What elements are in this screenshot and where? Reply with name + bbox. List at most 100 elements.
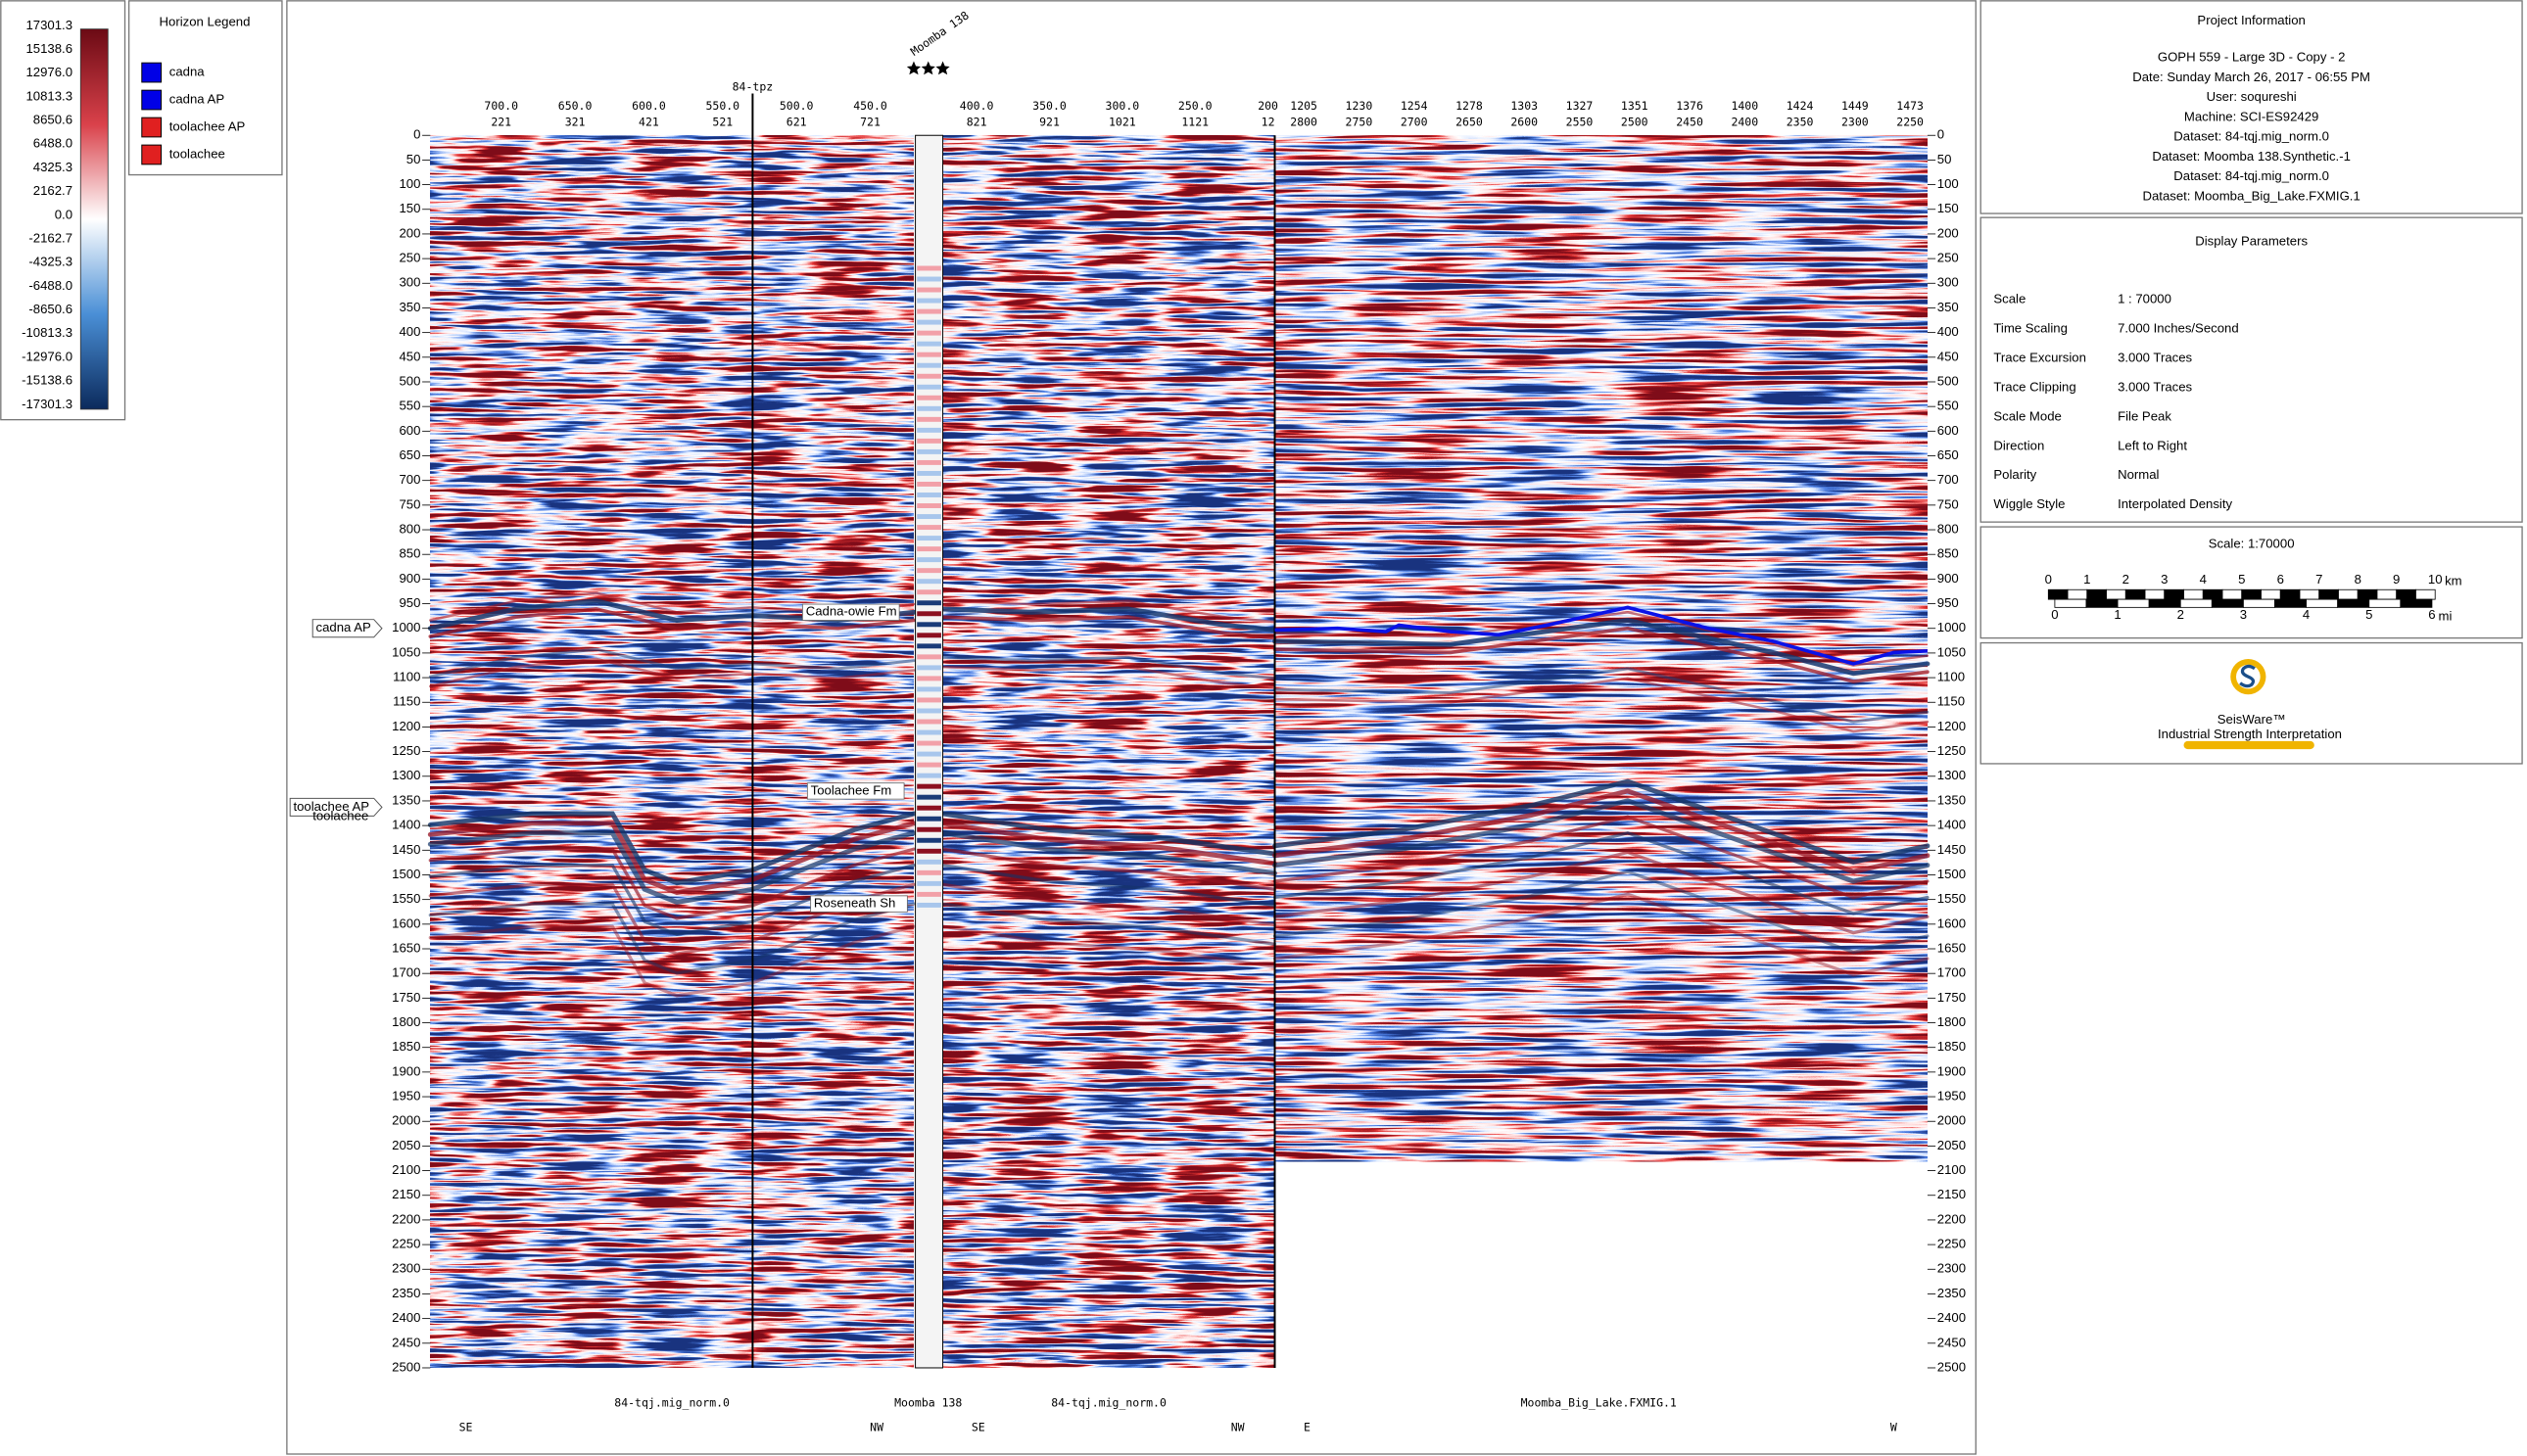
- synthetic-band: [917, 654, 941, 660]
- synthetic-band: [917, 676, 941, 681]
- synthetic-band: [917, 503, 941, 508]
- scale-label: 3: [2161, 572, 2168, 587]
- time-label: 900: [399, 571, 420, 586]
- scale-label: 4: [2303, 607, 2310, 622]
- info-line: Dataset: Moomba 138.Synthetic.-1: [2152, 149, 2351, 164]
- time-label: 250: [1937, 251, 1959, 265]
- time-label: 450: [399, 349, 420, 363]
- time-label: 2450: [1937, 1335, 1966, 1349]
- time-label: 650: [1937, 447, 1959, 462]
- time-label: 800: [399, 522, 420, 537]
- seismic-panel: [1274, 135, 1928, 1162]
- scale-bar-mi: [2211, 598, 2244, 608]
- synthetic-band: [917, 589, 941, 595]
- trace-header: 1424: [1787, 99, 1814, 113]
- param-value: Normal: [2118, 467, 2159, 482]
- time-label: 800: [1937, 522, 1959, 537]
- formation-label: Toolachee Fm: [811, 782, 892, 797]
- time-label: 350: [399, 300, 420, 314]
- trace-header: 1230: [1346, 99, 1373, 113]
- time-label: 1800: [1937, 1014, 1966, 1029]
- scale-label: 3: [2240, 607, 2247, 622]
- time-label: 1600: [392, 916, 420, 930]
- time-label: 1700: [392, 965, 420, 980]
- reflector: [940, 924, 1277, 968]
- trace-header: 1449: [1841, 99, 1869, 113]
- time-label: 400: [1937, 324, 1959, 339]
- trace-header: 250.0: [1178, 99, 1213, 113]
- scale-bar-km: [2067, 588, 2088, 600]
- colorbar-label: -10813.3: [22, 325, 72, 340]
- time-label: 700: [1937, 472, 1959, 487]
- reflector: [1272, 815, 1930, 900]
- synthetic-band: [917, 740, 941, 746]
- horizon-tag-label: toolachee: [312, 809, 368, 823]
- time-label: 2500: [392, 1359, 420, 1374]
- time-label: 2300: [392, 1261, 420, 1276]
- scale-bar-mi: [2242, 598, 2275, 608]
- scale-label: 8: [2355, 572, 2361, 587]
- param-name: Trace Excursion: [1993, 350, 2086, 364]
- info-line: GOPH 559 - Large 3D - Copy - 2: [2158, 50, 2346, 65]
- project-info-panel: [1979, 0, 2523, 214]
- logo-name: SeisWare™: [2217, 712, 2286, 727]
- reflector: [428, 847, 916, 920]
- scale-bar-km: [2047, 588, 2069, 600]
- well-markers: [906, 61, 950, 75]
- reflector: [940, 863, 1277, 908]
- time-label: 1450: [1937, 842, 1966, 857]
- info-line: Dataset: 84-tqj.mig_norm.0: [2173, 168, 2329, 183]
- time-label: 300: [399, 275, 420, 290]
- time-label: 50: [1937, 152, 1952, 166]
- horizon-tag: [311, 619, 383, 638]
- trace-header: 2300: [1841, 116, 1869, 129]
- synthetic-band: [917, 298, 941, 304]
- reflector: [1272, 869, 1930, 955]
- scale-label: 6: [2277, 572, 2284, 587]
- scale-bar-mi: [2337, 598, 2370, 608]
- time-label: 1400: [392, 818, 420, 832]
- synthetic-band: [917, 373, 941, 379]
- synthetic-band: [917, 902, 941, 908]
- time-label: 900: [1937, 571, 1959, 586]
- well-top-label: 84-tpz: [733, 79, 774, 93]
- direction-label: NW: [870, 1420, 883, 1433]
- time-label: 0: [1937, 127, 1944, 142]
- scale-label: 0: [2051, 607, 2058, 622]
- synthetic-band: [917, 448, 941, 454]
- time-label: 300: [1937, 275, 1959, 290]
- scale-label: 9: [2393, 572, 2400, 587]
- time-label: 2050: [1937, 1138, 1966, 1152]
- scale-bar-mi: [2179, 598, 2213, 608]
- scale-label: 6: [2428, 607, 2435, 622]
- reflector: [1272, 617, 1931, 677]
- time-label: 500: [1937, 373, 1959, 388]
- trace-header: 200: [1258, 99, 1278, 113]
- colorbar-label: -15138.6: [22, 373, 72, 388]
- trace-header: 221: [491, 116, 511, 129]
- scale-label: 10: [2428, 572, 2443, 587]
- param-name: Polarity: [1993, 467, 2036, 482]
- colorbar-label: -17301.3: [22, 397, 72, 411]
- time-label: 100: [1937, 176, 1959, 191]
- scale-bar-km: [2338, 588, 2359, 600]
- trace-header: 721: [860, 116, 881, 129]
- trace-header: 2700: [1401, 116, 1428, 129]
- formation-box: [802, 603, 900, 621]
- legend-swatch: [141, 144, 163, 165]
- time-label: 2450: [392, 1335, 420, 1349]
- direction-label: SE: [972, 1420, 985, 1433]
- trace-header: 1327: [1566, 99, 1594, 113]
- time-label: 1200: [392, 719, 420, 733]
- param-name: Wiggle Style: [1993, 496, 2065, 511]
- time-label: 1150: [393, 694, 420, 709]
- time-label: 1850: [1937, 1039, 1966, 1054]
- reflector: [1272, 626, 1930, 683]
- trace-header: 1376: [1676, 99, 1703, 113]
- synthetic-band: [917, 600, 941, 606]
- colorbar-label: -4325.3: [28, 255, 72, 269]
- param-name: Scale Mode: [1993, 408, 2061, 423]
- colorbar-label: -8650.6: [28, 302, 72, 316]
